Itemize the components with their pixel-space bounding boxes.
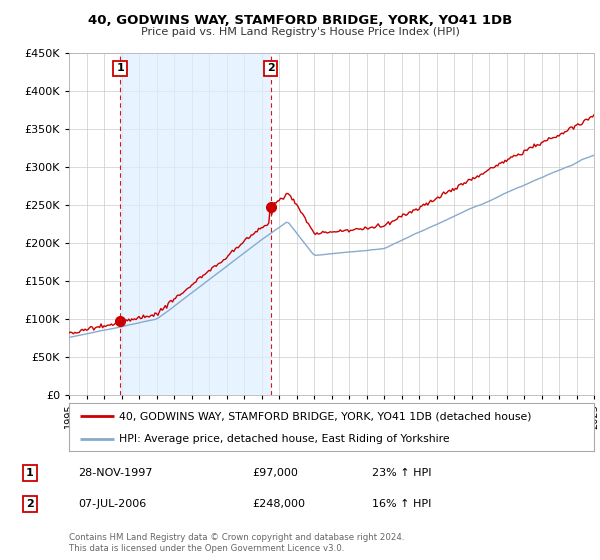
Text: 1: 1 <box>116 63 124 73</box>
Text: Contains HM Land Registry data © Crown copyright and database right 2024.
This d: Contains HM Land Registry data © Crown c… <box>69 533 404 553</box>
Text: 40, GODWINS WAY, STAMFORD BRIDGE, YORK, YO41 1DB: 40, GODWINS WAY, STAMFORD BRIDGE, YORK, … <box>88 14 512 27</box>
Text: HPI: Average price, detached house, East Riding of Yorkshire: HPI: Average price, detached house, East… <box>119 434 449 444</box>
Text: 16% ↑ HPI: 16% ↑ HPI <box>372 499 431 509</box>
Text: 28-NOV-1997: 28-NOV-1997 <box>78 468 152 478</box>
Bar <box>120 53 271 395</box>
Text: £248,000: £248,000 <box>252 499 305 509</box>
Text: 23% ↑ HPI: 23% ↑ HPI <box>372 468 431 478</box>
Text: 1: 1 <box>26 468 34 478</box>
Text: 40, GODWINS WAY, STAMFORD BRIDGE, YORK, YO41 1DB (detached house): 40, GODWINS WAY, STAMFORD BRIDGE, YORK, … <box>119 411 532 421</box>
Text: 2: 2 <box>26 499 34 509</box>
Text: 07-JUL-2006: 07-JUL-2006 <box>78 499 146 509</box>
Text: 2: 2 <box>267 63 274 73</box>
Text: Price paid vs. HM Land Registry's House Price Index (HPI): Price paid vs. HM Land Registry's House … <box>140 27 460 37</box>
Text: £97,000: £97,000 <box>252 468 298 478</box>
